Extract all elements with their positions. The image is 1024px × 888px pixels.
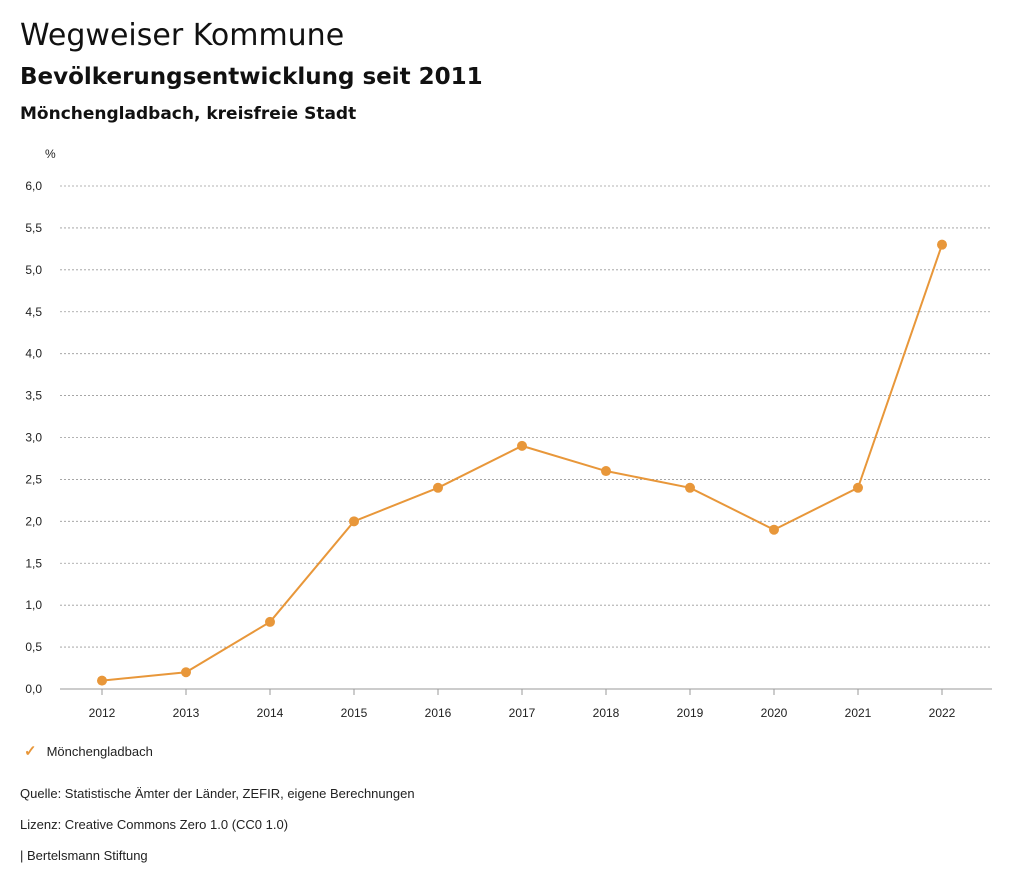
x-tick-label: 2012 — [89, 706, 116, 720]
line-chart: % 0,0 0,5 1,0 1,5 2,0 2,5 3,0 3,5 4,0 4,5 5,0 5,5 6,0… — [25, 147, 992, 720]
x-tick-label: 2016 — [425, 706, 452, 720]
data-point[interactable] — [685, 482, 695, 493]
source-note: Quelle: Statistische Ämter der Länder, Z… — [20, 786, 415, 801]
y-tick-label: 6,0 — [25, 179, 42, 193]
data-point[interactable] — [265, 616, 275, 627]
page-title: Wegweiser Kommune — [20, 18, 345, 53]
data-point[interactable] — [853, 482, 863, 493]
legend-item-moenchengladbach[interactable]: ✓ Mönchengladbach — [24, 744, 153, 759]
series-line — [101, 244, 943, 682]
chart-subtitle: Bevölkerungsentwicklung seit 2011 — [20, 64, 483, 90]
data-point[interactable] — [601, 466, 611, 477]
y-tick-label: 1,0 — [25, 598, 42, 612]
x-tick-label: 2019 — [677, 706, 704, 720]
y-tick-label: 4,5 — [25, 305, 42, 319]
x-tick-label: 2018 — [593, 706, 620, 720]
data-point[interactable] — [937, 239, 947, 250]
license-note: Lizenz: Creative Commons Zero 1.0 (CC0 1… — [20, 817, 289, 832]
data-point[interactable] — [97, 675, 107, 686]
y-tick-label: 2,0 — [25, 514, 42, 528]
x-tick-label: 2014 — [257, 706, 284, 720]
y-tick-label: 2,5 — [25, 472, 42, 486]
y-tick-label: 3,5 — [25, 389, 42, 403]
x-tick-label: 2017 — [509, 706, 536, 720]
y-tick-label: 3,0 — [25, 431, 42, 445]
y-axis: % 0,0 0,5 1,0 1,5 2,0 2,5 3,0 3,5 4,0 4,5 5,0 5,5 6,0 — [25, 147, 56, 696]
y-tick-label: 0,0 — [25, 682, 42, 696]
x-axis: 2012 2013 2014 2015 2016 2017 2018 2019 2020 2021… — [60, 688, 992, 720]
check-icon: ✓ — [24, 743, 37, 760]
series-layer — [97, 239, 947, 686]
publisher-note: | Bertelsmann Stiftung — [20, 848, 148, 863]
legend-label: Mönchengladbach — [46, 744, 153, 759]
x-tick-label: 2020 — [761, 706, 788, 720]
y-unit-label: % — [45, 147, 56, 161]
data-point[interactable] — [349, 516, 359, 527]
y-tick-label: 4,0 — [25, 347, 42, 361]
x-tick-label: 2022 — [929, 706, 956, 720]
y-tick-label: 1,5 — [25, 556, 42, 570]
y-tick-label: 0,5 — [25, 640, 42, 654]
x-tick-label: 2013 — [173, 706, 200, 720]
region-label: Mönchengladbach, kreisfreie Stadt — [20, 104, 357, 124]
data-point[interactable] — [433, 482, 443, 493]
x-tick-label: 2015 — [341, 706, 368, 720]
data-point[interactable] — [181, 667, 191, 678]
x-tick-label: 2021 — [845, 706, 872, 720]
data-point[interactable] — [769, 524, 779, 535]
grid-lines — [60, 185, 992, 648]
data-point[interactable] — [517, 440, 527, 451]
y-tick-label: 5,0 — [25, 263, 42, 277]
y-tick-label: 5,5 — [25, 221, 42, 235]
